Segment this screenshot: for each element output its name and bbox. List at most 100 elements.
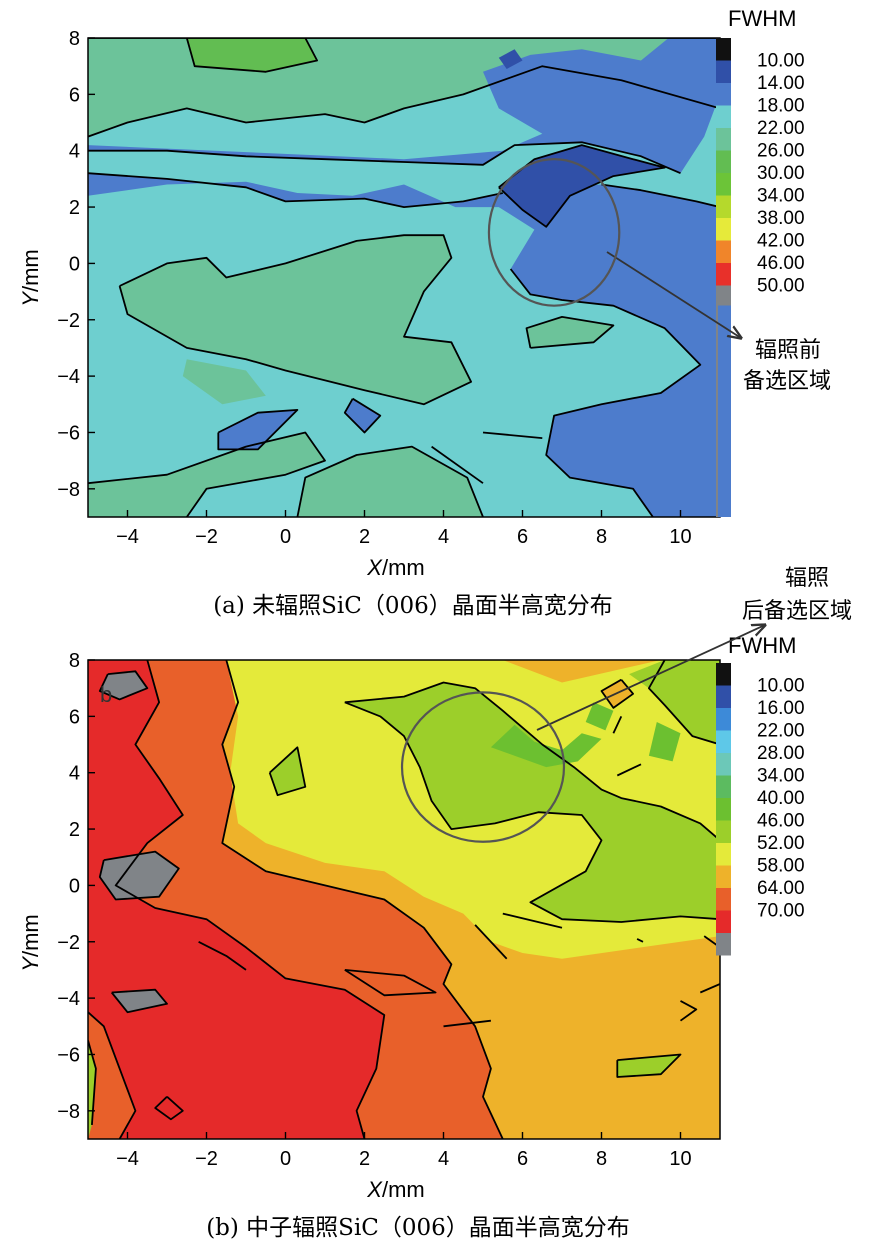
colorbar-label-b: 10.00 [757,676,805,697]
contour-region-a-13 [498,49,523,69]
x-axis-label-a: X/mm [366,555,424,580]
colorbar-swatch-b [716,820,731,843]
contour-line-a-0 [88,172,503,209]
contour-region-b-10 [617,1054,681,1077]
contour-region-a-10 [218,409,298,450]
x-axis-unit-a: /mm [382,555,425,580]
contour-line-a-14 [431,445,484,484]
colorbar-label-a: 30.00 [757,163,805,184]
contour-line-a-13 [482,431,543,439]
x-axis-var-b: X [366,1177,383,1202]
x-tick-label-b: 10 [669,1148,691,1170]
y-tick-label-b: −4 [57,988,80,1010]
axis-ticks-a: −4 −2 0 2 4 6 8 10 −8 −6 −4 −2 0 2 4 6 8 [57,28,691,548]
panel-letter-b: b [100,682,112,707]
candidate-region-ellipse-a [487,158,621,307]
y-tick-label-a: 6 [69,84,80,106]
colorbar-swatch-a [716,38,731,61]
contour-line-a-2 [88,38,720,138]
colorbar-label-b: 46.00 [757,811,805,832]
x-tick-label-a: −2 [195,526,218,548]
axis-ticks-b: −4 −2 0 2 4 6 8 10 −8 −6 −4 −2 0 2 4 6 8 [57,650,691,1170]
contour-region-b-11 [88,1040,96,1139]
x-tick-label-a: 8 [596,526,607,548]
y-tick-label-b: −6 [57,1044,80,1066]
colorbar-swatch-a [716,105,731,128]
colorbar-swatch-b [716,730,731,753]
colorbar-label-a: 34.00 [757,186,805,207]
colorbar-label-b: 58.00 [757,856,805,877]
x-tick-label-b: −4 [116,1148,139,1170]
y-tick-label-b: 2 [69,819,80,841]
contour-line-b-12 [88,1040,97,1125]
contour-region-b-8 [585,702,614,731]
contour-line-b-0 [114,660,386,1139]
contour-line-a-9 [217,408,299,451]
annotation-b-line2: 后备选区域 [742,599,852,624]
contour-region-a-2 [88,432,325,517]
x-tick-label-b: 2 [359,1148,370,1170]
contour-region-b-4 [344,682,720,922]
contour-line-b-5 [648,660,720,746]
y-tick-label-a: −6 [57,422,80,444]
colorbar-label-b: 22.00 [757,721,805,742]
x-tick-label-b: 8 [596,1148,607,1170]
contour-region-a-7 [186,38,318,72]
colorbar-swatch-a [716,218,731,241]
y-tick-label-a: 0 [69,253,80,275]
y-axis-label-a: Y/mm [18,249,43,306]
contour-line-b-20 [679,1000,698,1022]
contour-line-a-1 [88,141,681,175]
x-axis-unit-b: /mm [382,1177,425,1202]
x-tick-label-b: 0 [280,1148,291,1170]
y-axis-var-b: Y [18,956,43,972]
y-tick-label-a: 8 [69,28,80,50]
colorbar-swatch-a [716,285,731,306]
contour-line-b-15 [502,912,563,929]
contour-line-b-7 [600,678,634,709]
x-tick-label-b: 6 [517,1148,528,1170]
contour-region-b-2 [88,660,385,1139]
caption-b: (b) 中子辐照SiC（006）晶面半高宽分布 [206,1215,630,1241]
contour-line-a-7 [601,183,720,208]
x-tick-label-a: 4 [438,526,449,548]
colorbar-title-a: FWHM [728,6,796,31]
contour-line-a-8 [509,268,702,517]
colorbar-label-b: 64.00 [757,878,805,899]
y-tick-label-b: −8 [57,1101,80,1123]
colorbar-b: 10.0016.0022.0028.0034.0040.0046.0052.00… [716,663,805,956]
contour-line-a-5 [296,445,484,517]
annotation-arrow-b [536,625,765,731]
x-tick-label-a: 6 [517,526,528,548]
contour-line-a-4 [88,431,326,517]
contour-region-b-5 [269,747,306,796]
contour-region-a-5 [182,359,266,405]
colorbar-label-a: 38.00 [757,208,805,229]
colorbar-label-b: 40.00 [757,788,805,809]
x-tick-label-b: −2 [195,1148,218,1170]
contour-line-b-16 [443,1019,492,1028]
contour-line-b-8 [98,670,149,701]
colorbar-swatch-a [716,83,731,106]
contour-line-b-11 [88,1011,137,1139]
contour-region-a-9 [88,38,720,174]
colorbar-swatch-a [716,195,731,218]
y-tick-label-a: 4 [69,141,80,163]
colorbar-swatch-a [716,173,731,196]
colorbar-label-a: 18.00 [757,96,805,117]
contour-line-b-13 [198,940,247,971]
annotation-a-line1: 辐照前 [755,338,821,363]
contour-line-b-21 [636,938,644,943]
x-axis-label-b: X/mm [366,1177,424,1202]
colorbar-swatch-b [716,910,731,933]
y-tick-label-b: 0 [69,875,80,897]
contour-region-b-6 [629,660,720,745]
contour-region-b-9 [648,722,681,762]
x-tick-label-a: 2 [359,526,370,548]
contour-line-b-1 [221,660,504,1139]
colorbar-label-a: 14.00 [757,73,805,94]
candidate-region-ellipse-b [400,691,566,843]
colorbar-swatch-a [716,150,731,173]
